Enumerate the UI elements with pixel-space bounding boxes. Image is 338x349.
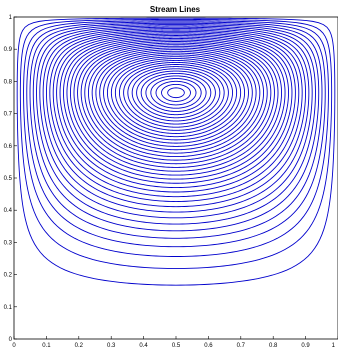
streamline — [69, 39, 283, 176]
streamline — [145, 75, 207, 112]
x-axis: 0 0.1 0.2 0.3 0.4 0.5 0.6 0.7 0.8 0.9 1 — [12, 336, 338, 349]
y-tick-label: 0.5 — [4, 176, 13, 182]
streamline — [36, 25, 316, 225]
streamline — [46, 29, 306, 208]
streamline — [77, 42, 275, 168]
x-tick-label: 0.6 — [204, 343, 213, 349]
x-tick-label: 0.4 — [139, 343, 148, 349]
streamline — [140, 72, 212, 116]
streamline — [114, 60, 238, 134]
x-tick-label: 1 — [332, 343, 336, 349]
y-tick-label: 0.1 — [4, 305, 13, 311]
y-tick-label: 0 — [9, 337, 13, 343]
y-axis: 0 0.1 0.2 0.3 0.4 0.5 0.6 0.7 0.8 0.9 1 — [4, 15, 17, 343]
streamline — [167, 87, 185, 99]
y-tick-label: 0.3 — [4, 240, 13, 246]
y-tick-label: 0.7 — [4, 112, 13, 118]
streamline — [19, 19, 333, 269]
streamline — [106, 56, 246, 141]
streamline — [150, 78, 202, 109]
x-tick-label: 0.9 — [301, 343, 310, 349]
streamline — [136, 70, 216, 119]
streamline — [123, 64, 229, 128]
streamline — [161, 83, 191, 102]
streamline — [87, 47, 265, 158]
streamline — [49, 30, 303, 202]
streamline — [26, 21, 326, 248]
y-tick-label: 0.8 — [4, 79, 13, 85]
streamline — [84, 45, 268, 161]
streamline — [118, 61, 234, 131]
streamline — [103, 54, 249, 144]
streamline — [99, 52, 253, 147]
chart-title: Stream Lines — [150, 5, 201, 14]
x-tick-label: 0.3 — [107, 343, 116, 349]
x-tick-label: 0.1 — [42, 343, 51, 349]
streamline — [23, 20, 329, 257]
streamline — [63, 36, 289, 184]
streamline — [59, 35, 293, 188]
streamline — [91, 49, 261, 154]
y-tick-label: 0.4 — [4, 208, 13, 214]
streamline — [66, 38, 286, 180]
y-tick-label: 1 — [9, 15, 13, 21]
y-tick-label: 0.6 — [4, 144, 13, 150]
streamline — [73, 41, 279, 172]
streamline — [42, 28, 310, 213]
y-tick-label: 0.9 — [4, 47, 13, 53]
x-tick-label: 0 — [12, 343, 16, 349]
streamline — [16, 17, 336, 286]
streamline — [80, 44, 272, 165]
streamline — [110, 58, 242, 138]
streamline — [32, 24, 320, 232]
y-tick-label: 0.2 — [4, 273, 13, 279]
streamline — [127, 66, 225, 125]
x-tick-label: 0.8 — [269, 343, 278, 349]
streamline — [95, 50, 257, 151]
streamline — [155, 80, 197, 106]
streamline — [39, 26, 313, 219]
streamline — [52, 32, 300, 198]
x-tick-label: 0.7 — [237, 343, 246, 349]
streamline — [131, 68, 221, 122]
x-tick-label: 0.5 — [172, 343, 181, 349]
streamline — [29, 22, 323, 239]
x-tick-label: 0.2 — [75, 343, 84, 349]
streamline-group — [16, 17, 336, 286]
streamline — [56, 33, 296, 193]
